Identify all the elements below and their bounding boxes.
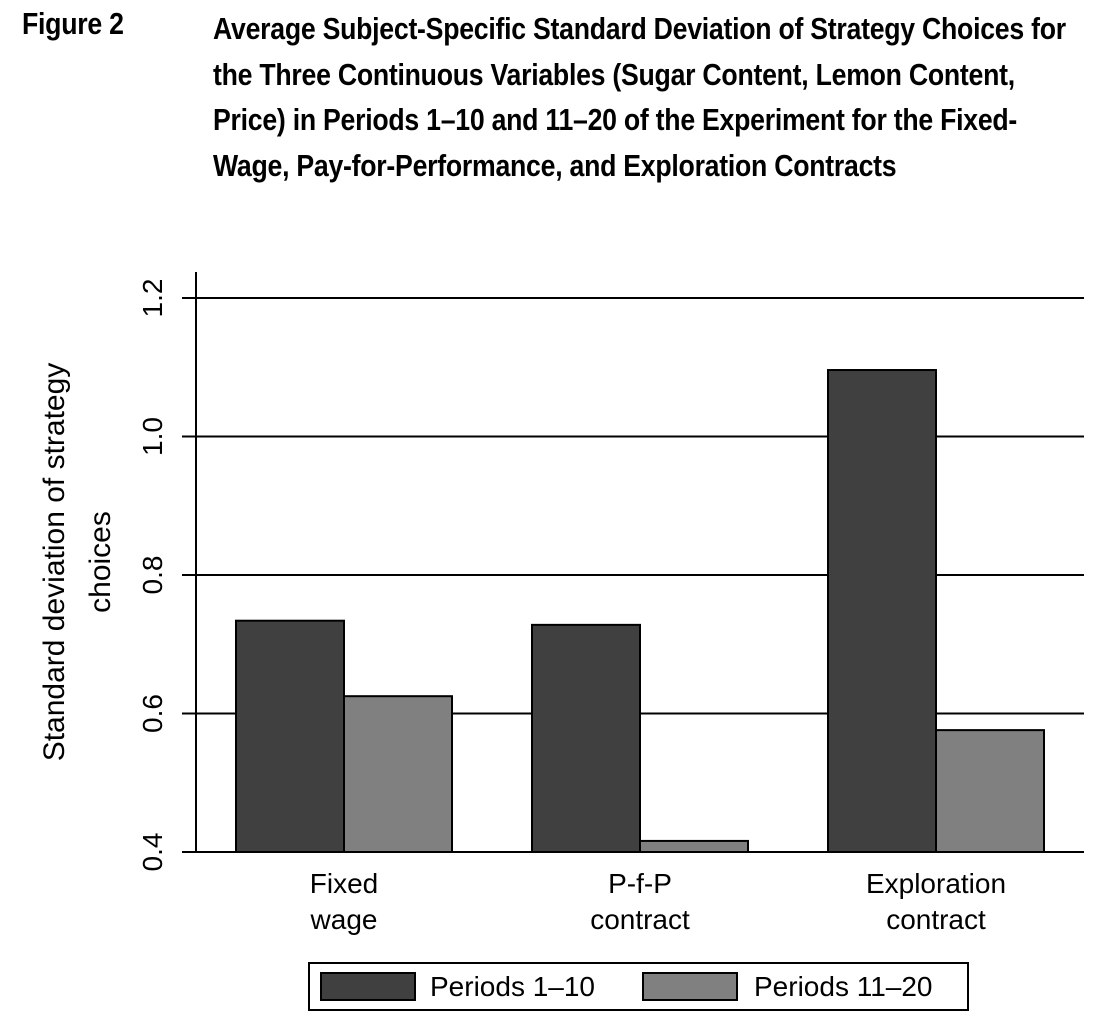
y-axis-label: Standard deviation of strategy choices bbox=[38, 363, 117, 762]
y-tick-label: 0.6 bbox=[137, 694, 168, 733]
figure-label: Figure 2 bbox=[22, 6, 124, 41]
category-label: contract bbox=[886, 904, 986, 935]
y-tick-label: 1.0 bbox=[137, 417, 168, 456]
legend: Periods 1–10 Periods 11–20 bbox=[308, 962, 969, 1011]
category-label: Fixed bbox=[310, 868, 378, 899]
figure-title: Average Subject-Specific Standard Deviat… bbox=[213, 11, 1066, 183]
y-axis-label-line: choices bbox=[84, 511, 117, 613]
bars bbox=[235, 369, 1045, 854]
bar-periods-1-10-3 bbox=[827, 369, 937, 853]
category-label: Exploration bbox=[866, 868, 1006, 899]
category-label: wage bbox=[310, 904, 378, 935]
category-label: contract bbox=[590, 904, 690, 935]
y-tick-labels: 0.4 0.6 0.8 1.0 1.2 bbox=[137, 279, 168, 872]
y-tick-label: 1.2 bbox=[137, 279, 168, 318]
bar-periods-11-20-2 bbox=[639, 839, 749, 853]
legend-box bbox=[308, 962, 969, 1011]
legend-label: Periods 1–10 bbox=[430, 971, 595, 1002]
category-labels: Fixed wage P-f-P contract Exploration contrac… bbox=[310, 868, 1007, 935]
bar-periods-1-10-1 bbox=[235, 619, 345, 854]
y-axis-label-line: Standard deviation of strategy bbox=[38, 363, 71, 762]
y-tick-label: 0.4 bbox=[137, 833, 168, 872]
y-tick-label: 0.8 bbox=[137, 556, 168, 595]
legend-swatch bbox=[320, 972, 416, 1001]
bar-periods-11-20-3 bbox=[935, 729, 1045, 853]
bar-periods-11-20-1 bbox=[343, 695, 453, 853]
legend-swatch bbox=[642, 972, 738, 1001]
axes bbox=[182, 272, 1084, 853]
bar-periods-1-10-2 bbox=[531, 623, 641, 853]
legend-label: Periods 11–20 bbox=[754, 971, 933, 1002]
category-label: P-f-P bbox=[608, 868, 672, 899]
